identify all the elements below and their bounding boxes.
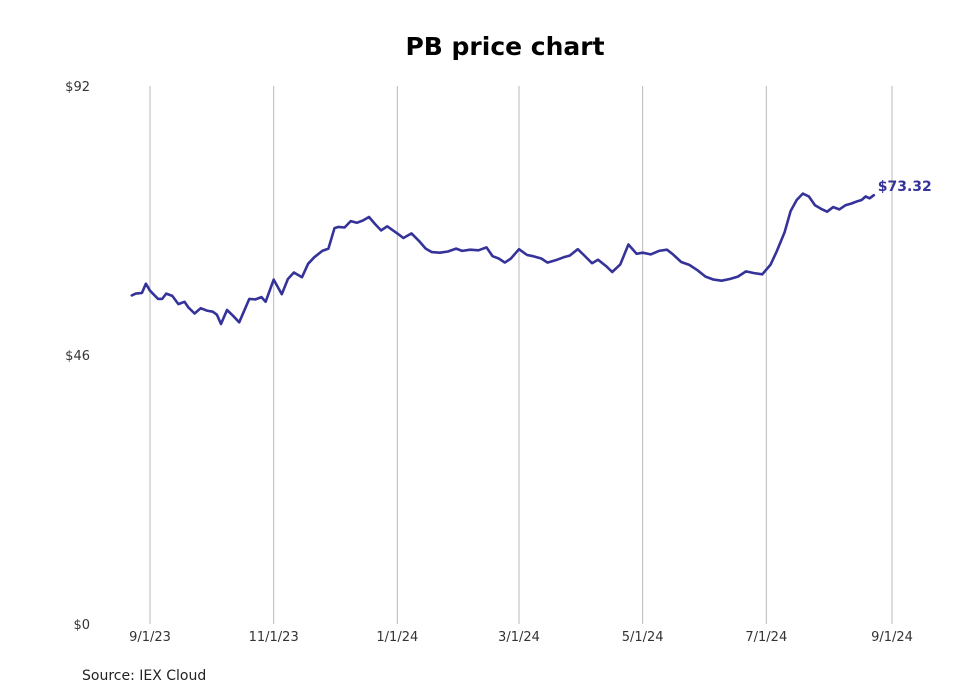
x-tick-label: 7/1/24 [745,630,787,645]
x-tick-label: 1/1/24 [376,630,418,645]
last-value-label: $73.32 [878,179,932,195]
y-tick-label: $92 [65,80,90,95]
x-tick-label: 11/1/23 [249,630,299,645]
x-tick-label: 9/1/23 [129,630,171,645]
x-axis-ticks: 9/1/23 11/1/23 1/1/24 3/1/24 5/1/24 7/1/24 9/1… [129,630,913,645]
x-tick-label: 9/1/24 [871,630,913,645]
price-line [130,192,876,326]
source-note: Source: IEX Cloud [82,668,207,684]
x-tick-label: 3/1/24 [498,630,540,645]
vertical-gridlines [149,86,893,624]
y-axis-ticks: $0 $46 $92 [65,80,90,633]
y-tick-label: $0 [73,618,90,633]
x-tick-label: 5/1/24 [622,630,664,645]
y-tick-label: $46 [65,349,90,364]
chart-title: PB price chart [405,32,605,61]
